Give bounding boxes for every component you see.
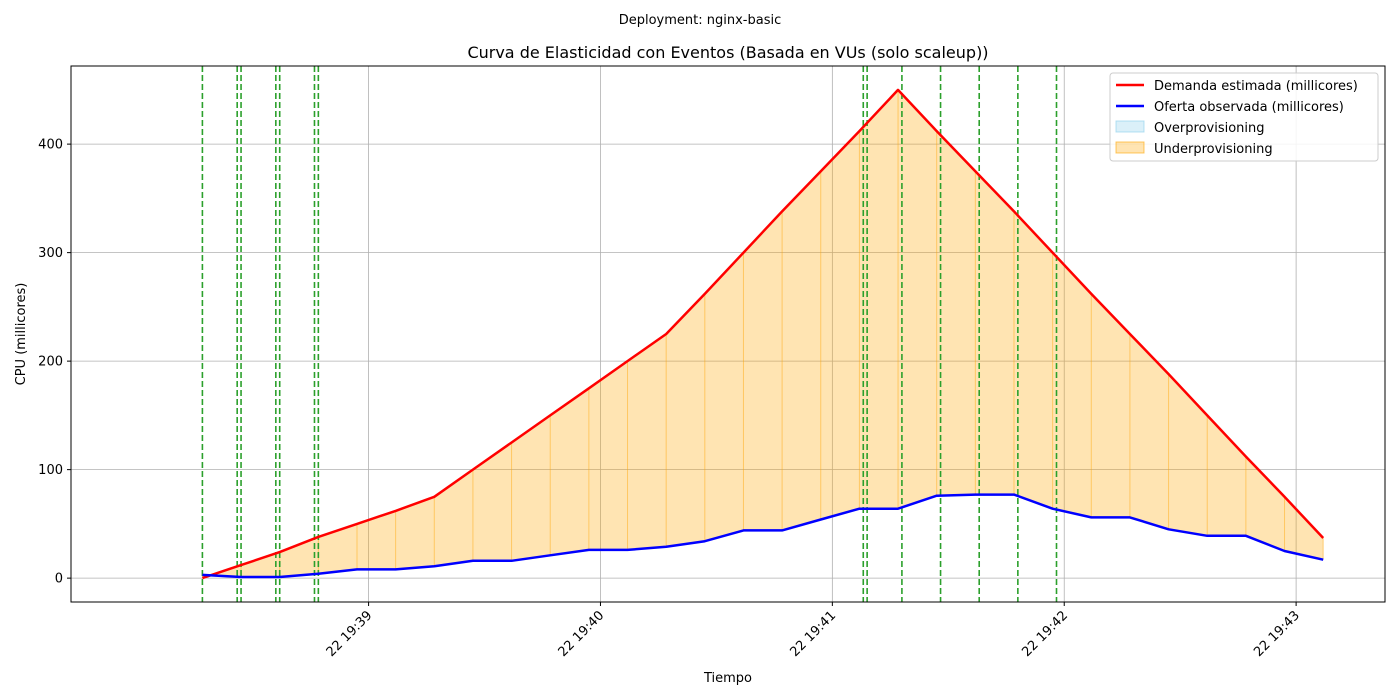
y-tick-label: 200: [38, 355, 63, 370]
series-lines: [202, 88, 1325, 580]
plot-frame: [70, 65, 1386, 603]
x-tick-label: 22 19:42: [1019, 608, 1071, 660]
demand-line: [202, 88, 1325, 580]
x-axis-label: Tiempo: [703, 671, 752, 686]
x-tick-label: 22 19:41: [787, 608, 839, 660]
legend-label-demand: Demanda estimada (millicores): [1154, 79, 1358, 94]
legend: Demanda estimada (millicores) Oferta obs…: [1109, 72, 1379, 162]
y-tick-label: 0: [55, 572, 63, 587]
figure-suptitle: Deployment: nginx-basic: [619, 13, 782, 28]
legend-label-supply: Oferta observada (millicores): [1154, 100, 1344, 115]
legend-label-under: Underprovisioning: [1154, 142, 1273, 157]
x-tick-label: 22 19:40: [556, 608, 608, 660]
y-tick-label: 100: [38, 463, 63, 478]
y-axis-label: CPU (millicores): [14, 283, 29, 386]
legend-label-over: Overprovisioning: [1154, 121, 1265, 136]
legend-swatch-over: [1115, 120, 1145, 133]
legend-frame: [1109, 72, 1379, 162]
legend-swatch-under: [1115, 141, 1145, 154]
y-tick-label: 300: [38, 246, 63, 261]
x-tick-label: 22 19:39: [324, 608, 376, 660]
x-tick-label: 22 19:43: [1251, 608, 1303, 660]
underprovisioning-area: [202, 89, 1324, 579]
event-lines: [201, 66, 1058, 602]
y-tick-label: 400: [38, 138, 63, 153]
underprovisioning-fill: [202, 89, 1324, 579]
chart-title: Curva de Elasticidad con Eventos (Basada…: [467, 43, 988, 62]
supply-line: [202, 493, 1324, 579]
